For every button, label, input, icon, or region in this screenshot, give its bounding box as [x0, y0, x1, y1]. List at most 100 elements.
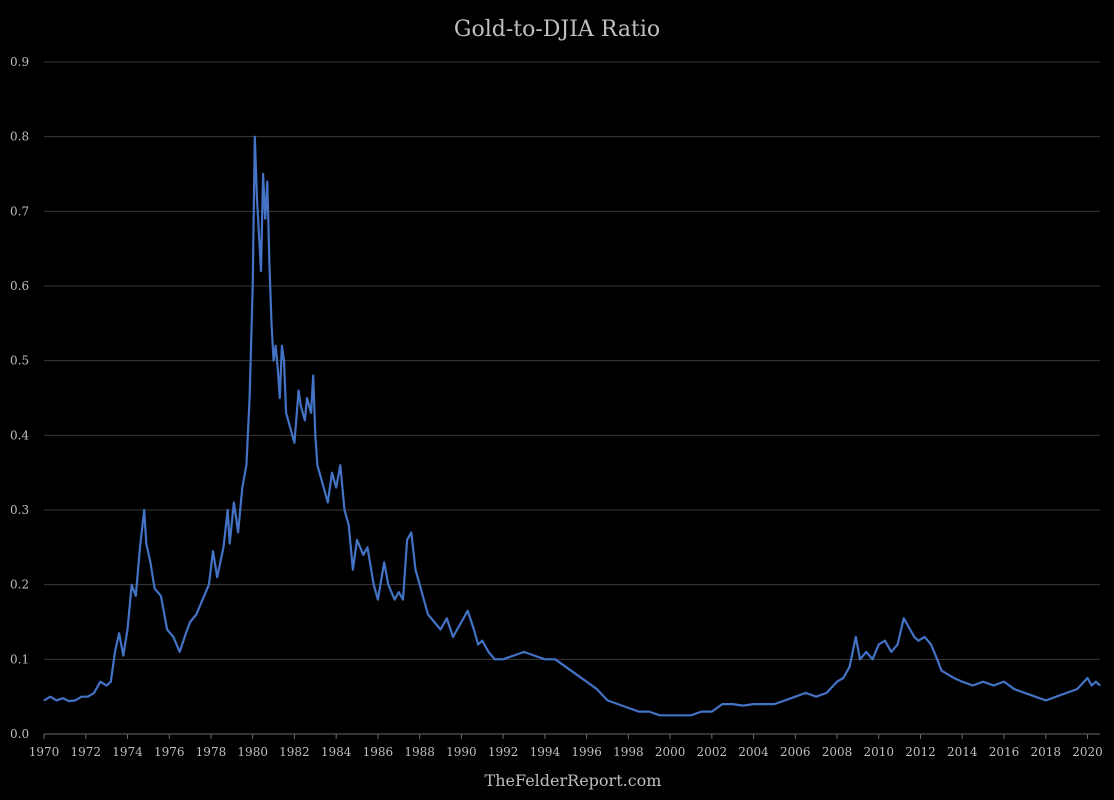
x-tick-label: 1972 [70, 745, 101, 759]
data-point [947, 673, 949, 675]
data-point [160, 595, 162, 597]
data-point [293, 442, 295, 444]
data-point [264, 218, 266, 220]
data-point [903, 617, 905, 619]
data-point [690, 714, 692, 716]
data-point [849, 666, 851, 668]
data-point [575, 673, 577, 675]
data-point [1055, 696, 1057, 698]
data-point [285, 412, 287, 414]
data-point [533, 655, 536, 657]
data-point [523, 651, 525, 653]
x-tick-label: 2004 [738, 745, 769, 759]
data-point [596, 688, 598, 690]
data-point [252, 285, 254, 287]
data-point [254, 136, 256, 138]
data-point [149, 561, 151, 563]
data-point [865, 651, 867, 653]
data-point [554, 658, 556, 660]
data-point [316, 464, 318, 466]
data-point [87, 696, 89, 698]
data-point [1024, 692, 1026, 694]
data-point [135, 595, 137, 597]
data-point [154, 587, 156, 590]
data-point [131, 584, 133, 586]
data-point [784, 699, 786, 702]
data-point [195, 613, 197, 616]
data-point [1013, 688, 1016, 690]
data-point [638, 711, 640, 713]
data-point [711, 711, 713, 713]
x-tick-label: 1970 [29, 745, 60, 759]
data-point [1086, 677, 1089, 679]
data-point [352, 569, 354, 571]
data-point [953, 677, 955, 679]
data-point [343, 509, 346, 511]
data-point [586, 681, 588, 683]
data-point [275, 345, 277, 347]
data-point [417, 576, 419, 578]
x-tick-label: 2000 [655, 745, 686, 759]
data-point [753, 703, 755, 705]
data-point [394, 599, 396, 601]
data-point [279, 397, 281, 399]
data-point [494, 658, 496, 660]
data-point [310, 412, 312, 414]
data-point [1066, 692, 1068, 694]
data-point [972, 684, 974, 687]
x-tick-label: 1996 [571, 745, 602, 759]
data-point [118, 632, 120, 634]
data-point [878, 643, 880, 646]
data-point [212, 550, 214, 552]
x-tick-label: 1980 [237, 745, 268, 759]
data-point [669, 714, 671, 716]
x-tick-label: 1994 [530, 745, 561, 759]
data-point [298, 389, 300, 392]
data-point [312, 375, 314, 377]
data-point [74, 699, 76, 702]
x-tick-label: 1988 [404, 745, 435, 759]
x-tick-label: 1982 [279, 745, 310, 759]
data-point [481, 640, 483, 642]
data-point [356, 539, 358, 541]
data-point [348, 524, 350, 526]
x-tick-label: 1976 [154, 745, 185, 759]
data-point [55, 699, 58, 702]
data-point [659, 714, 661, 716]
y-tick-label: 0.3 [10, 503, 29, 517]
data-point [281, 345, 283, 347]
data-point [721, 703, 723, 705]
data-point [1034, 696, 1036, 698]
data-point [227, 509, 229, 511]
data-point [544, 658, 546, 660]
data-point [815, 696, 817, 698]
x-tick-label: 1974 [112, 745, 143, 759]
y-tick-label: 0.6 [10, 279, 29, 293]
data-point [742, 705, 744, 707]
data-point [362, 554, 364, 556]
y-tick-label: 0.7 [10, 204, 29, 218]
x-tick-label: 2002 [697, 745, 728, 759]
data-point [241, 487, 243, 489]
data-point [565, 666, 567, 668]
data-point [890, 651, 892, 653]
data-point [460, 621, 462, 623]
data-point [452, 636, 454, 638]
data-point [283, 360, 285, 362]
data-point [913, 636, 915, 638]
chart-title: Gold-to-DJIA Ratio [454, 17, 660, 42]
data-point [327, 501, 329, 504]
data-point [237, 531, 239, 534]
data-point [427, 613, 429, 616]
data-point [1099, 684, 1101, 687]
data-point [836, 681, 838, 683]
data-point [1076, 688, 1078, 690]
gridlines [43, 61, 1100, 739]
data-point [93, 692, 95, 694]
data-point [110, 681, 112, 683]
data-point [268, 263, 270, 265]
data-point [414, 569, 417, 571]
data-point [321, 479, 323, 481]
data-point [233, 501, 235, 504]
